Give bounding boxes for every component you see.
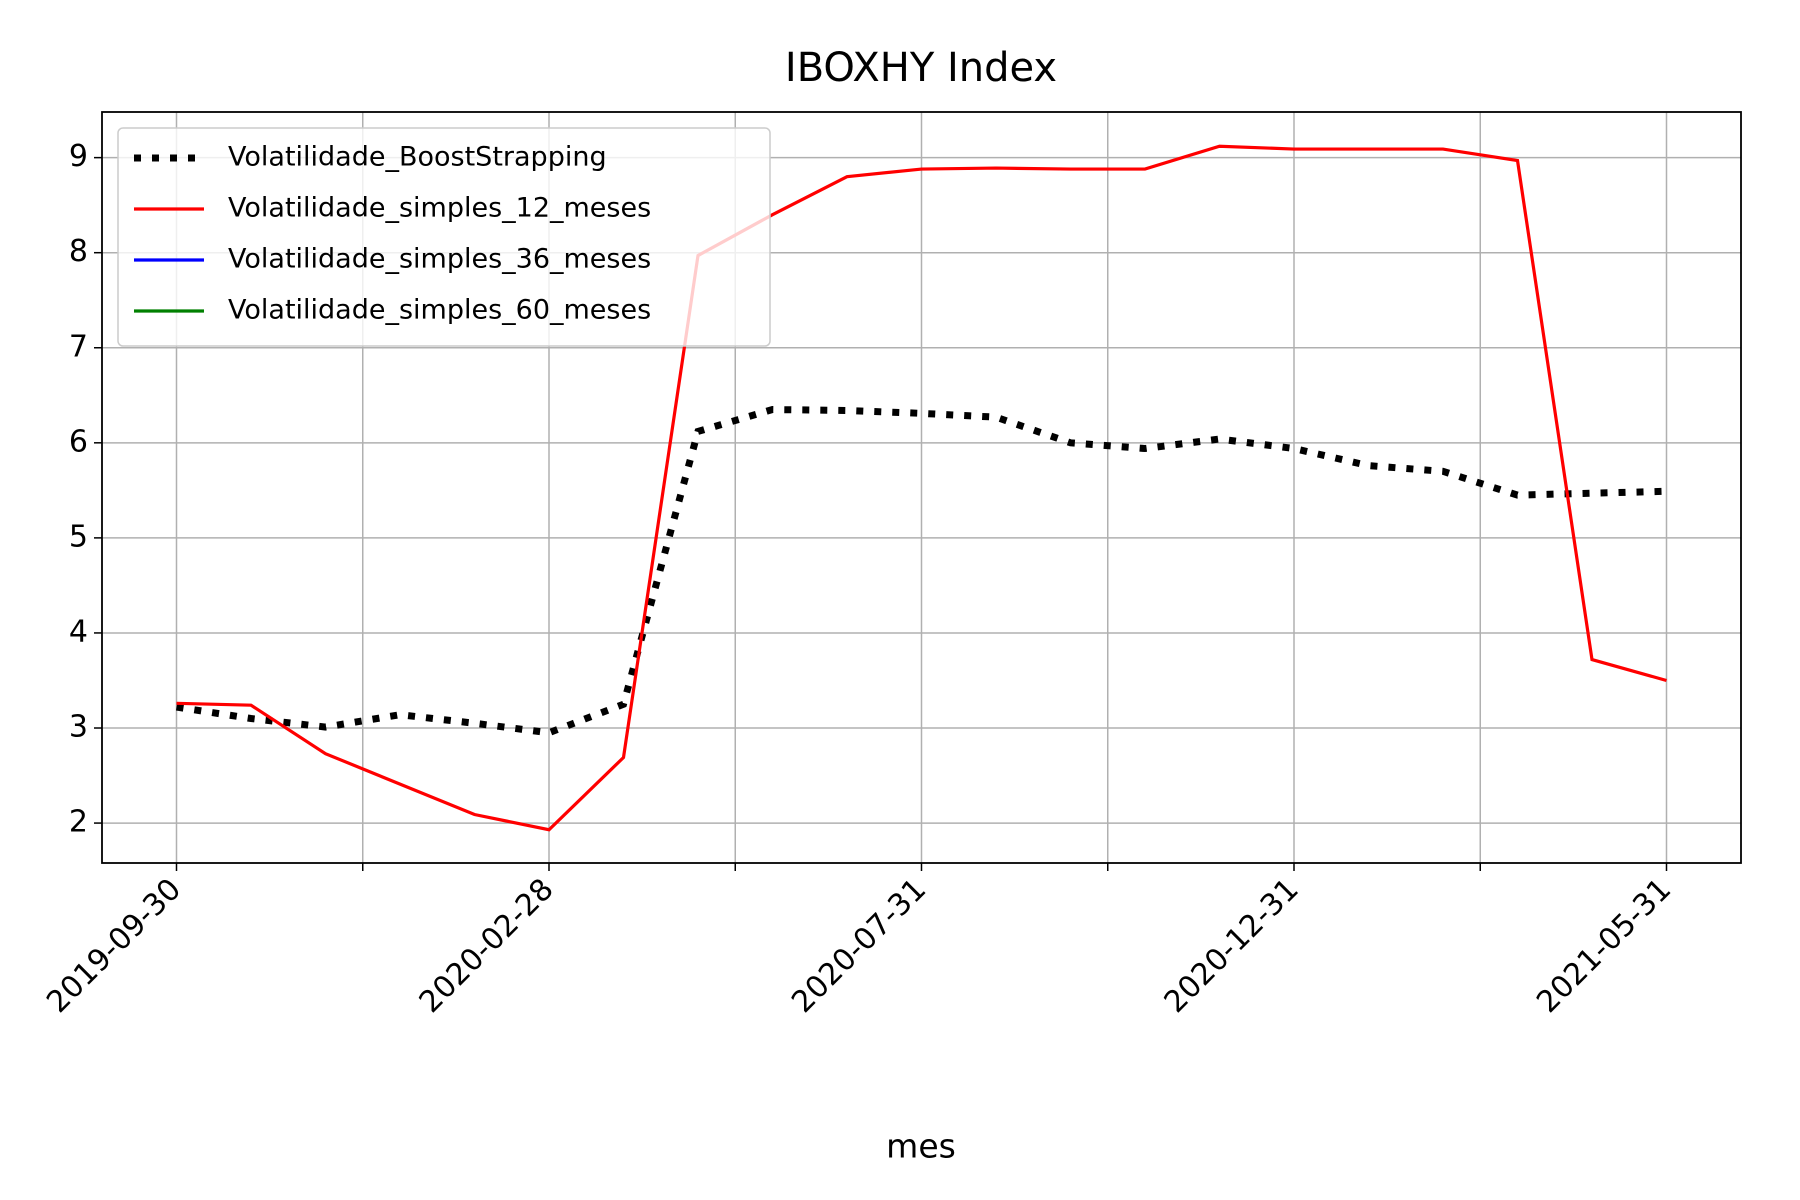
legend-label: Volatilidade_simples_60_meses bbox=[228, 295, 651, 326]
y-tick-label: 5 bbox=[69, 519, 88, 554]
legend-box bbox=[117, 127, 771, 347]
x-tick-label: 2020-12-31 bbox=[1158, 872, 1306, 1020]
x-axis-label: mes bbox=[886, 1127, 956, 1166]
legend-label: Volatilidade_BoostStrapping bbox=[228, 142, 607, 173]
y-tick-label: 6 bbox=[69, 424, 88, 459]
y-tick-label: 9 bbox=[69, 139, 88, 174]
y-tick-label: 4 bbox=[69, 614, 88, 649]
x-tick-label: 2021-05-31 bbox=[1530, 872, 1678, 1020]
x-tick-label: 2019-09-30 bbox=[40, 872, 188, 1020]
y-tick-label: 2 bbox=[69, 805, 88, 840]
chart-title: IBOXHY Index bbox=[785, 45, 1057, 91]
legend-label: Volatilidade_simples_12_meses bbox=[228, 193, 651, 224]
plot-frame bbox=[101, 111, 1742, 864]
series-line bbox=[176, 144, 1667, 832]
legend-label: Volatilidade_simples_36_meses bbox=[228, 244, 651, 275]
x-tick-label: 2020-02-28 bbox=[413, 872, 561, 1020]
y-tick-label: 7 bbox=[69, 329, 88, 364]
legend: Volatilidade_BoostStrapping Volatilidade_… bbox=[117, 127, 771, 347]
y-tick-label: 3 bbox=[69, 710, 88, 745]
x-tick-label: 2020-07-31 bbox=[785, 872, 933, 1020]
y-tick-label: 8 bbox=[69, 234, 88, 269]
